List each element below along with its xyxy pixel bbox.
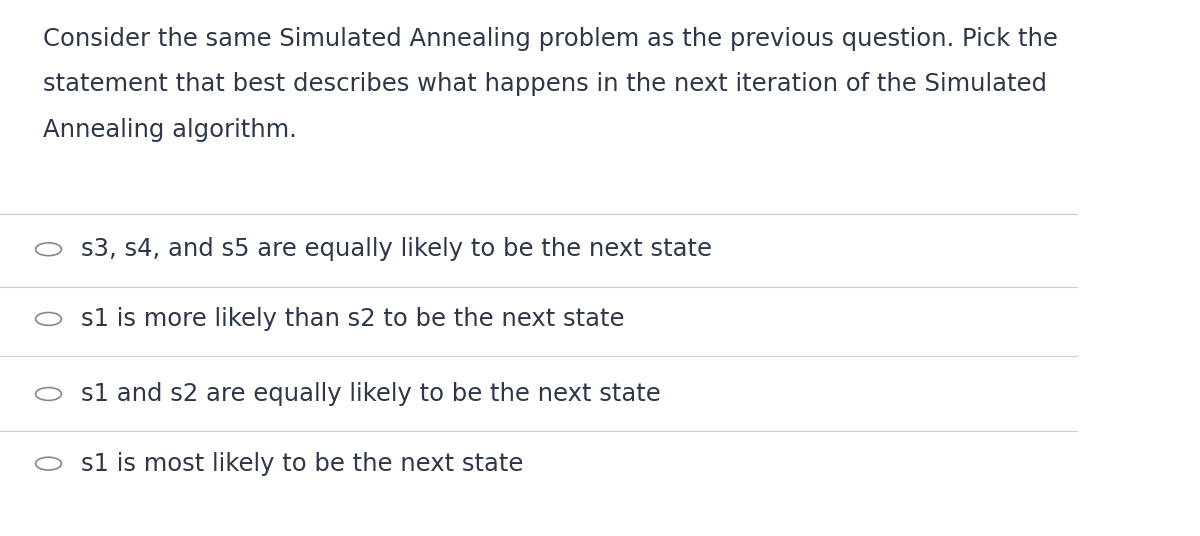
Text: s1 and s2 are equally likely to be the next state: s1 and s2 are equally likely to be the n… [80, 382, 660, 406]
Text: s1 is more likely than s2 to be the next state: s1 is more likely than s2 to be the next… [80, 307, 624, 331]
Text: statement that best describes what happens in the next iteration of the Simulate: statement that best describes what happe… [43, 72, 1048, 96]
Circle shape [36, 457, 61, 470]
Text: Annealing algorithm.: Annealing algorithm. [43, 118, 296, 142]
Circle shape [36, 312, 61, 325]
Circle shape [36, 243, 61, 256]
Text: s1 is most likely to be the next state: s1 is most likely to be the next state [80, 452, 523, 475]
Text: s3, s4, and s5 are equally likely to be the next state: s3, s4, and s5 are equally likely to be … [80, 237, 712, 261]
Text: Consider the same Simulated Annealing problem as the previous question. Pick the: Consider the same Simulated Annealing pr… [43, 27, 1058, 51]
Circle shape [36, 388, 61, 400]
